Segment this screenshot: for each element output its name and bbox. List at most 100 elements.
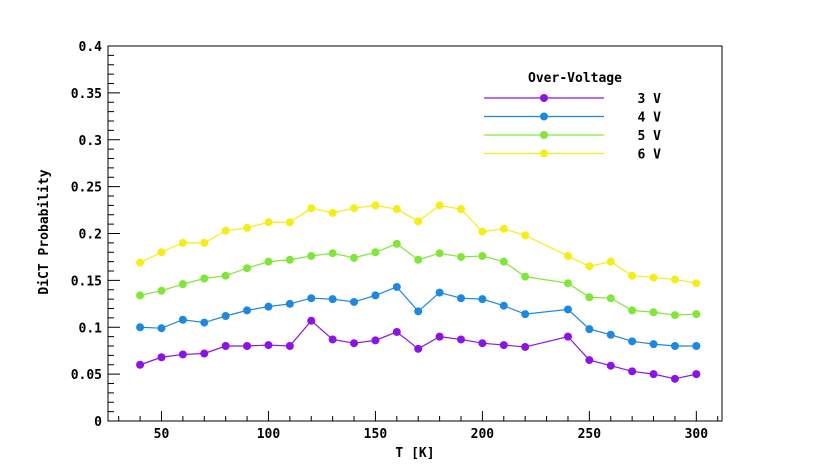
data-point: [521, 310, 530, 319]
data-point: [563, 252, 572, 260]
data-point: [649, 340, 658, 349]
data-point: [435, 288, 444, 297]
data-point: [307, 316, 316, 325]
x-tick-label: 50: [154, 427, 170, 442]
series-3v: [136, 316, 701, 383]
x-tick-label: 300: [685, 427, 709, 442]
data-point: [136, 323, 145, 332]
data-point: [243, 264, 252, 273]
data-point: [478, 227, 487, 236]
legend-label: 3 V: [638, 92, 662, 107]
legend: Over-Voltage 3 V 4 V 5 V 6 V: [484, 71, 661, 163]
series-6v: [136, 201, 701, 288]
data-point: [243, 223, 252, 232]
data-point: [649, 273, 658, 282]
x-tick-label: 100: [257, 427, 281, 442]
x-tick-label: 200: [471, 427, 495, 442]
data-point: [371, 291, 380, 300]
data-point: [628, 367, 637, 376]
y-tick-labels: 0 0.05 0.1 0.15 0.2 0.25 0.3 0.35 0.4: [71, 40, 102, 430]
data-point: [264, 302, 273, 311]
legend-label: 4 V: [638, 111, 662, 126]
data-point: [157, 353, 166, 362]
data-point: [499, 301, 508, 310]
data-point: [692, 279, 701, 288]
y-tick-label: 0: [94, 415, 102, 430]
data-point: [670, 311, 679, 320]
data-point: [606, 257, 615, 266]
data-point: [585, 293, 594, 302]
legend-marker: [540, 149, 548, 158]
data-point: [692, 342, 701, 350]
data-point: [414, 307, 423, 316]
data-point: [392, 327, 401, 336]
legend-item: 5 V: [484, 129, 661, 144]
data-point: [499, 341, 508, 350]
data-point: [585, 356, 594, 365]
data-point: [585, 325, 594, 334]
data-point: [392, 205, 401, 214]
legend-item: 6 V: [484, 148, 661, 163]
data-point: [264, 257, 273, 266]
data-point: [350, 204, 359, 213]
data-point: [414, 255, 423, 264]
data-point: [670, 275, 679, 284]
data-point: [670, 342, 679, 350]
series-layer: [136, 201, 701, 383]
data-point: [350, 339, 359, 348]
legend-item: 4 V: [484, 111, 661, 126]
data-point: [414, 217, 423, 226]
data-point: [285, 218, 294, 227]
data-point: [264, 341, 273, 350]
data-point: [328, 208, 337, 217]
y-tick-label: 0.4: [79, 40, 103, 55]
legend-label: 6 V: [638, 148, 662, 163]
data-point: [563, 305, 572, 314]
data-point: [606, 294, 615, 303]
data-point: [285, 255, 294, 264]
series-5v: [136, 239, 701, 320]
data-point: [456, 294, 465, 303]
data-point: [200, 274, 209, 283]
y-tick-label: 0.2: [79, 228, 102, 243]
data-point: [456, 252, 465, 261]
data-point: [136, 360, 145, 369]
data-point: [521, 231, 530, 240]
legend-item: 3 V: [484, 92, 661, 107]
data-point: [350, 297, 359, 306]
legend-marker: [540, 94, 548, 102]
data-point: [670, 374, 679, 383]
y-axis-label: DiCT Probability: [37, 169, 52, 294]
y-tick-label: 0.3: [79, 134, 102, 149]
data-point: [628, 337, 637, 346]
data-point: [606, 361, 615, 370]
data-point: [221, 312, 230, 320]
data-point: [521, 272, 530, 281]
data-point: [499, 257, 508, 266]
data-point: [692, 370, 701, 379]
data-point: [499, 224, 508, 233]
x-tick-labels: 50 100 150 200 250 300: [154, 427, 709, 442]
data-point: [200, 238, 209, 247]
y-tick-label: 0.35: [71, 87, 102, 102]
data-point: [606, 330, 615, 339]
series-4v: [136, 282, 701, 350]
y-tick-label: 0.15: [71, 274, 102, 289]
data-point: [456, 335, 465, 344]
data-point: [221, 271, 230, 280]
data-point: [521, 342, 530, 351]
data-point: [478, 339, 487, 348]
legend-title: Over-Voltage: [528, 71, 622, 86]
data-point: [628, 271, 637, 280]
data-point: [563, 279, 572, 288]
data-point: [328, 295, 337, 304]
data-point: [178, 315, 187, 324]
data-point: [435, 249, 444, 258]
data-point: [350, 253, 359, 262]
data-point: [307, 252, 316, 260]
data-point: [392, 239, 401, 248]
data-point: [478, 295, 487, 304]
series-line: [139, 243, 697, 316]
data-point: [392, 282, 401, 291]
